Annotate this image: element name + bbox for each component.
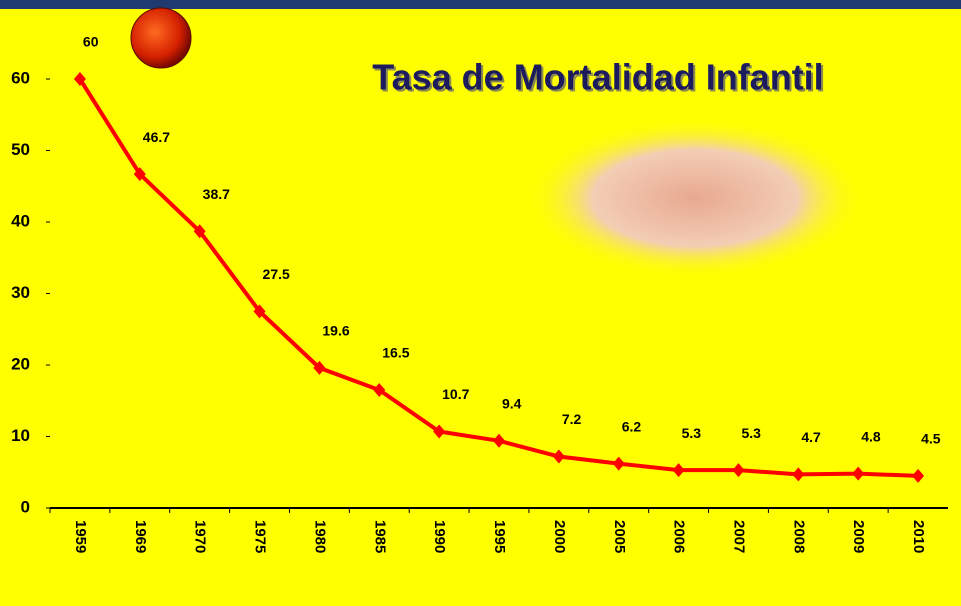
x-tick-label: 1970 — [192, 520, 209, 553]
data-label: 46.7 — [143, 129, 170, 145]
y-tick-label: 30 — [11, 283, 30, 302]
top-bar — [0, 0, 961, 9]
y-tick-label: 60 — [11, 68, 30, 87]
x-tick-label: 2007 — [730, 520, 747, 553]
data-label: 9.4 — [502, 395, 522, 411]
x-tick-label: 1959 — [72, 520, 89, 553]
y-tick-label: 10 — [11, 426, 30, 445]
data-label: 16.5 — [382, 345, 409, 361]
decoration-ball — [131, 8, 191, 68]
data-label: 6.2 — [622, 418, 642, 434]
x-tick-label: 1990 — [431, 520, 448, 553]
x-tick-label: 1975 — [252, 520, 269, 553]
baby-image — [525, 118, 865, 278]
x-tick-label: 2010 — [910, 520, 927, 553]
data-label: 38.7 — [203, 186, 230, 202]
x-tick-label: 1985 — [371, 520, 388, 553]
data-label: 4.5 — [921, 431, 941, 447]
y-tick-label: 50 — [11, 140, 30, 159]
x-tick-label: 1995 — [491, 520, 508, 553]
x-tick-label: 2005 — [611, 520, 628, 553]
x-tick-label: 2000 — [551, 520, 568, 553]
x-tick-label: 2008 — [790, 520, 807, 553]
data-label: 5.3 — [741, 425, 761, 441]
y-tick-label: 20 — [11, 354, 30, 373]
y-tick-label: 40 — [11, 211, 30, 230]
data-label: 4.7 — [801, 429, 821, 445]
y-tick-label: 0 — [21, 497, 30, 516]
data-label: 19.6 — [322, 323, 349, 339]
data-label: 10.7 — [442, 386, 469, 402]
chart-title: Tasa de Mortalidad Infantil — [372, 57, 823, 98]
x-tick-label: 2006 — [671, 520, 688, 553]
data-label: 5.3 — [682, 425, 702, 441]
data-label: 4.8 — [861, 428, 881, 444]
x-tick-label: 1969 — [132, 520, 149, 553]
x-tick-label: 1980 — [311, 520, 328, 553]
x-tick-label: 2009 — [850, 520, 867, 553]
data-label: 60 — [83, 34, 99, 50]
data-label: 27.5 — [263, 266, 290, 282]
data-label: 7.2 — [562, 411, 582, 427]
chart: Tasa de Mortalidad Infantil Tasa de Mort… — [0, 0, 961, 606]
